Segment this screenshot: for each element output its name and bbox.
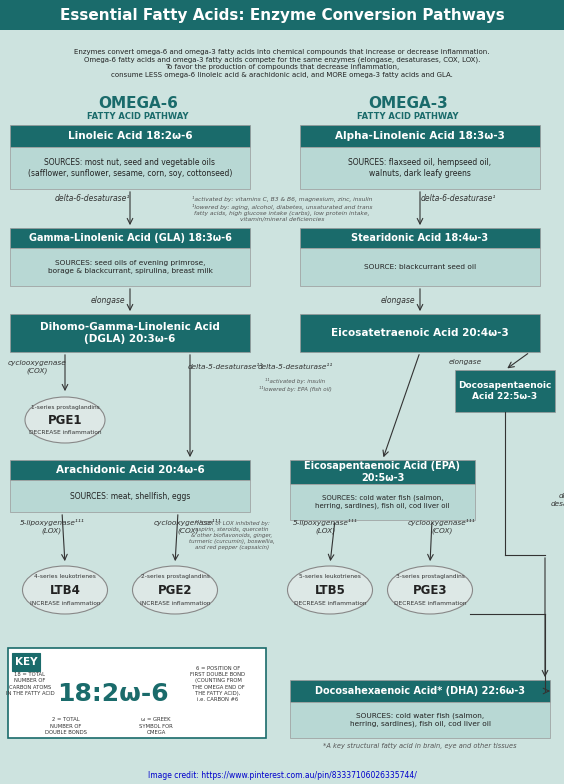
Text: elongase: elongase: [91, 296, 125, 304]
Text: 2-series prostaglandins: 2-series prostaglandins: [140, 574, 209, 579]
Text: Eicosatetraenoic Acid 20:4ω-3: Eicosatetraenoic Acid 20:4ω-3: [331, 328, 509, 338]
Text: LTB5: LTB5: [315, 583, 345, 597]
FancyBboxPatch shape: [10, 228, 250, 248]
FancyBboxPatch shape: [8, 648, 266, 738]
Text: PGE1: PGE1: [48, 413, 82, 426]
Text: Docosapentaenoic
Acid 22:5ω-3: Docosapentaenoic Acid 22:5ω-3: [459, 381, 552, 401]
Text: 4-series leukotrienes: 4-series leukotrienes: [34, 574, 96, 579]
Text: cyclooxygenase
(COX): cyclooxygenase (COX): [8, 360, 67, 374]
Text: PGE3: PGE3: [413, 583, 447, 597]
FancyBboxPatch shape: [10, 125, 250, 147]
FancyBboxPatch shape: [290, 460, 475, 484]
Text: SOURCES: flaxseed oil, hempseed oil,
walnuts, dark leafy greens: SOURCES: flaxseed oil, hempseed oil, wal…: [349, 158, 492, 178]
FancyBboxPatch shape: [290, 702, 550, 738]
Text: 6 = POSITION OF
FIRST DOUBLE BOND
(COUNTING FROM
THE OMEGA END OF
THE FATTY ACID: 6 = POSITION OF FIRST DOUBLE BOND (COUNT…: [191, 666, 245, 702]
Text: SOURCES: cold water fish (salmon,
herring, sardines), fish oil, cod liver oil: SOURCES: cold water fish (salmon, herrin…: [315, 495, 450, 510]
FancyBboxPatch shape: [290, 484, 475, 520]
Text: Eicosapentaenoic Acid (EPA)
20:5ω-3: Eicosapentaenoic Acid (EPA) 20:5ω-3: [305, 461, 460, 483]
Text: SOURCES: meat, shellfish, eggs: SOURCES: meat, shellfish, eggs: [70, 492, 190, 500]
Text: DECREASE inflammation: DECREASE inflammation: [394, 601, 466, 606]
Ellipse shape: [23, 566, 108, 614]
Text: 5-series leukotrienes: 5-series leukotrienes: [299, 574, 361, 579]
Text: Docosahexaenoic Acid* (DHA) 22:6ω-3: Docosahexaenoic Acid* (DHA) 22:6ω-3: [315, 686, 525, 696]
FancyBboxPatch shape: [290, 680, 550, 702]
Text: delta-6-desaturase¹: delta-6-desaturase¹: [420, 194, 496, 202]
Text: DECREASE inflammation: DECREASE inflammation: [294, 601, 366, 606]
Ellipse shape: [25, 397, 105, 443]
Text: Arachidonic Acid 20:4ω-6: Arachidonic Acid 20:4ω-6: [56, 465, 204, 475]
Text: LTB4: LTB4: [50, 583, 81, 597]
Text: PGE2: PGE2: [158, 583, 192, 597]
FancyBboxPatch shape: [10, 248, 250, 286]
FancyBboxPatch shape: [300, 228, 540, 248]
Text: Essential Fatty Acids: Enzyme Conversion Pathways: Essential Fatty Acids: Enzyme Conversion…: [60, 8, 504, 23]
Text: SOURCES: cold water fish (salmon,
herring, sardines), fish oil, cod liver oil: SOURCES: cold water fish (salmon, herrin…: [350, 713, 491, 728]
Text: INCREASE inflammation: INCREASE inflammation: [30, 601, 100, 606]
Text: INCREASE inflammation: INCREASE inflammation: [140, 601, 210, 606]
FancyBboxPatch shape: [10, 147, 250, 189]
FancyBboxPatch shape: [300, 248, 540, 286]
Text: 1-series prostaglandins: 1-series prostaglandins: [30, 405, 99, 409]
FancyBboxPatch shape: [10, 314, 250, 352]
Text: elongase: elongase: [381, 296, 415, 304]
Text: KEY: KEY: [15, 657, 37, 667]
Text: DECREASE inflammation: DECREASE inflammation: [29, 430, 102, 435]
Text: delta-6-
desaturase¹: delta-6- desaturase¹: [551, 493, 564, 506]
Text: delta-5-desaturase¹¹: delta-5-desaturase¹¹: [257, 364, 333, 370]
Text: Image credit: https://www.pinterest.com.au/pin/83337106026335744/: Image credit: https://www.pinterest.com.…: [148, 771, 416, 779]
FancyBboxPatch shape: [455, 370, 555, 412]
Text: ¹¹¹COX or LOX inhibited by:
aspirin, steroids, quercetin
& other bioflavonoids, : ¹¹¹COX or LOX inhibited by: aspirin, ste…: [189, 520, 275, 550]
Text: Dihomo-Gamma-Linolenic Acid
(DGLA) 20:3ω-6: Dihomo-Gamma-Linolenic Acid (DGLA) 20:3ω…: [40, 321, 220, 344]
FancyBboxPatch shape: [300, 147, 540, 189]
FancyBboxPatch shape: [10, 460, 250, 480]
FancyBboxPatch shape: [10, 480, 250, 512]
Ellipse shape: [133, 566, 218, 614]
Text: 18 = TOTAL
NUMBER OF
CARBON ATOMS
IN THE FATTY ACID: 18 = TOTAL NUMBER OF CARBON ATOMS IN THE…: [6, 672, 54, 696]
Text: 18:2ω-6: 18:2ω-6: [57, 682, 169, 706]
Text: Alpha-Linolenic Acid 18:3ω-3: Alpha-Linolenic Acid 18:3ω-3: [335, 131, 505, 141]
Text: 2 = TOTAL
NUMBER OF
DOUBLE BONDS: 2 = TOTAL NUMBER OF DOUBLE BONDS: [45, 717, 87, 735]
Ellipse shape: [288, 566, 372, 614]
Text: Enzymes convert omega-6 and omega-3 fatty acids into chemical compounds that inc: Enzymes convert omega-6 and omega-3 fatt…: [74, 49, 490, 78]
Text: elongase: elongase: [448, 359, 482, 365]
Text: SOURCES: most nut, seed and vegetable oils
(safflower, sunflower, sesame, corn, : SOURCES: most nut, seed and vegetable oi…: [28, 158, 232, 178]
FancyBboxPatch shape: [12, 653, 40, 671]
Text: OMEGA-3: OMEGA-3: [368, 96, 448, 111]
FancyBboxPatch shape: [300, 125, 540, 147]
Text: FATTY ACID PATHWAY: FATTY ACID PATHWAY: [357, 111, 459, 121]
FancyBboxPatch shape: [0, 0, 564, 30]
Text: cyclooxygenase¹¹¹
(COX): cyclooxygenase¹¹¹ (COX): [408, 520, 476, 535]
Text: 3-series prostaglandins: 3-series prostaglandins: [395, 574, 464, 579]
Text: 5-lipoxygenase¹¹¹
(LOX): 5-lipoxygenase¹¹¹ (LOX): [20, 520, 85, 535]
Text: Gamma-Linolenic Acid (GLA) 18:3ω-6: Gamma-Linolenic Acid (GLA) 18:3ω-6: [29, 233, 231, 243]
Text: OMEGA-6: OMEGA-6: [98, 96, 178, 111]
Text: delta-6-desaturase¹: delta-6-desaturase¹: [54, 194, 130, 202]
FancyBboxPatch shape: [300, 314, 540, 352]
Text: Linoleic Acid 18:2ω-6: Linoleic Acid 18:2ω-6: [68, 131, 192, 141]
Ellipse shape: [387, 566, 473, 614]
Text: ω = GREEK
SYMBOL FOR
OMEGA: ω = GREEK SYMBOL FOR OMEGA: [139, 717, 173, 735]
Text: SOURCES: seed oils of evening primrose,
borage & blackcurrant, spirulina, breast: SOURCES: seed oils of evening primrose, …: [47, 260, 213, 274]
Text: ¹¹activated by: insulin
¹¹lowered by: EPA (fish oil): ¹¹activated by: insulin ¹¹lowered by: EP…: [259, 378, 332, 392]
Text: ¹activated by: vitamins C, B3 & B6, magnesium, zinc, insulin
¹lowered by: aging,: ¹activated by: vitamins C, B3 & B6, magn…: [192, 196, 372, 222]
Text: *A key structural fatty acid in brain, eye and other tissues: *A key structural fatty acid in brain, e…: [323, 743, 517, 749]
Text: cyclooxygenase¹¹¹
(COX): cyclooxygenase¹¹¹ (COX): [154, 520, 222, 535]
Text: Stearidonic Acid 18:4ω-3: Stearidonic Acid 18:4ω-3: [351, 233, 488, 243]
Text: 5-lipoxygenase¹¹¹
(LOX): 5-lipoxygenase¹¹¹ (LOX): [293, 520, 358, 535]
Text: delta-5-desaturase¹¹: delta-5-desaturase¹¹: [187, 364, 263, 370]
Text: SOURCE: blackcurrant seed oil: SOURCE: blackcurrant seed oil: [364, 264, 476, 270]
Text: FATTY ACID PATHWAY: FATTY ACID PATHWAY: [87, 111, 189, 121]
